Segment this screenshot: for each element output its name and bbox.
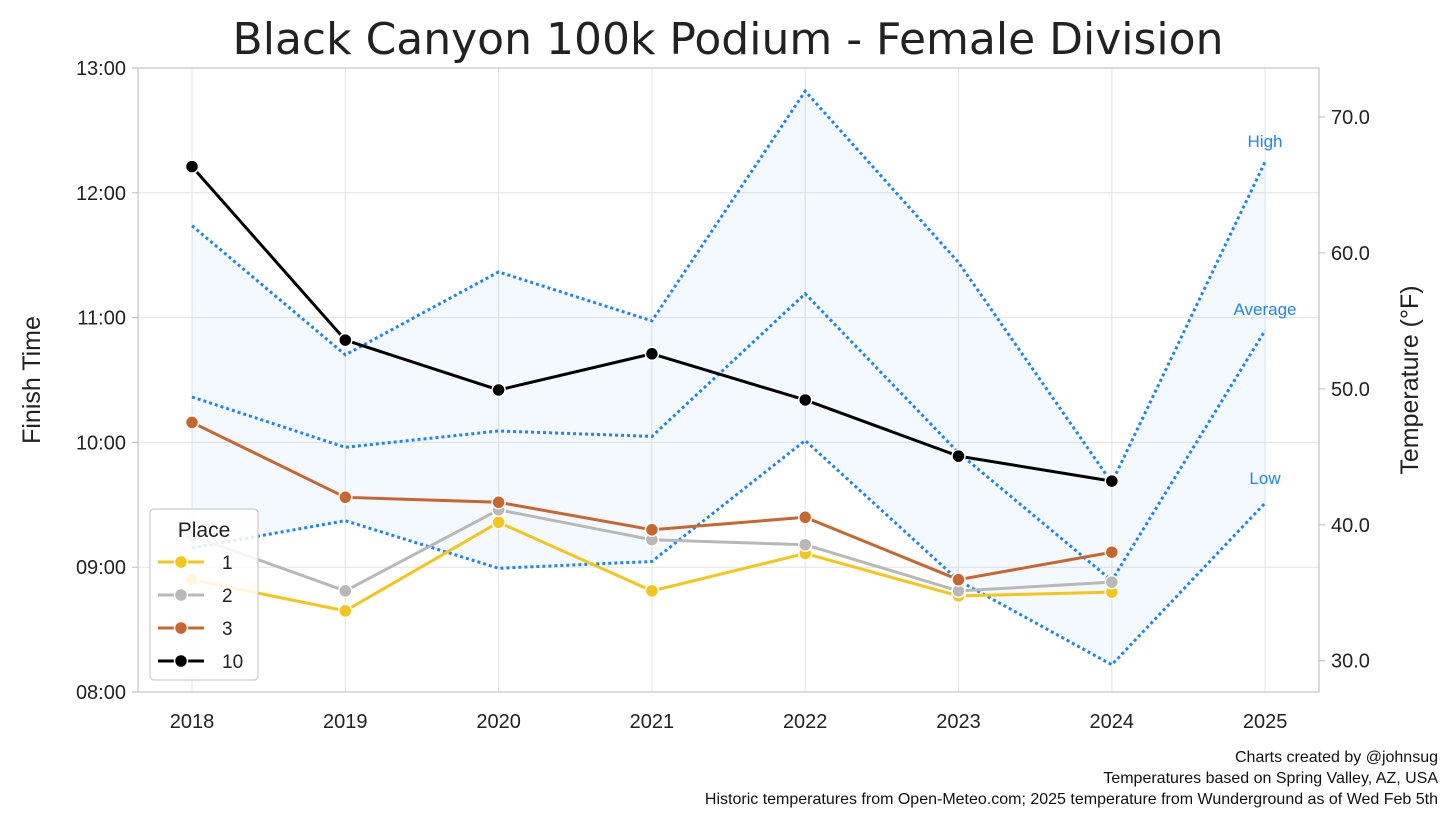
- temperature-high-line: [191, 88, 1267, 486]
- temperature-low-line: [191, 438, 1267, 667]
- axis-ticks: 2018 2019 2020 2021 2022 2023 2024 2025 08:00 09:…: [76, 58, 1370, 733]
- legend-label-place-10: 10: [222, 652, 243, 673]
- data-point-place-3: [1104, 544, 1120, 560]
- credit-line-3: Historic temperatures from Open-Meteo.co…: [705, 791, 1438, 808]
- legend-marker-place-10: [173, 653, 189, 669]
- data-point-place-1: [338, 603, 353, 619]
- y2-tick-label: 60.0: [1331, 243, 1370, 265]
- legend-title: Place: [178, 519, 231, 542]
- series-place-10: [184, 159, 1120, 489]
- data-point-place-10: [338, 332, 353, 348]
- temperature-lines: [191, 88, 1267, 667]
- data-point-place-3: [644, 522, 660, 538]
- legend: Place 1 2 3 10: [149, 508, 259, 681]
- x-tick-label: 2024: [1090, 711, 1135, 733]
- chart-title: Black Canyon 100k Podium - Female Divisi…: [233, 14, 1224, 65]
- legend-items: 1 2 3 10: [158, 553, 243, 673]
- y-tick-label: 11:00: [77, 308, 126, 330]
- y2-tick-label: 50.0: [1331, 379, 1370, 401]
- y-tick-label: 10:00: [76, 432, 126, 454]
- plot-frame: [137, 67, 1320, 693]
- data-point-place-10: [184, 159, 200, 174]
- legend-marker-place-1: [173, 554, 189, 570]
- temperature-average-line: [191, 291, 1267, 583]
- data-point-place-10: [1104, 473, 1120, 489]
- y-tick-label: 12:00: [76, 183, 126, 205]
- data-point-place-1: [644, 583, 660, 599]
- data-point-place-1: [491, 515, 506, 530]
- data-point-place-3: [184, 415, 200, 430]
- x-tick-label: 2022: [783, 711, 828, 733]
- data-point-place-3: [797, 510, 813, 525]
- x-tick-label: 2019: [323, 711, 368, 733]
- data-point-place-10: [951, 448, 966, 464]
- data-point-place-10: [644, 346, 660, 362]
- y2-axis-label: Temperature (°F): [1396, 285, 1424, 474]
- data-point-place-2: [1104, 574, 1120, 590]
- data-point-place-3: [491, 495, 506, 510]
- series-place-3: [184, 415, 1120, 587]
- y2-tick-label: 70.0: [1331, 107, 1370, 129]
- legend-marker-place-2: [173, 587, 189, 603]
- data-point-place-10: [491, 382, 506, 398]
- y-tick-label: 08:00: [76, 682, 126, 704]
- temp-label-low: Low: [1249, 469, 1281, 488]
- temp-label-average: Average: [1233, 300, 1296, 319]
- y2-tick-label: 40.0: [1331, 515, 1370, 537]
- x-tick-label: 2025: [1243, 711, 1288, 733]
- data-point-place-3: [951, 572, 966, 587]
- legend-label-place-3: 3: [222, 619, 233, 640]
- x-tick-label: 2021: [630, 711, 675, 733]
- temp-label-high: High: [1248, 132, 1283, 151]
- data-point-place-2: [338, 583, 353, 599]
- data-point-place-2: [797, 537, 813, 552]
- y2-tick-label: 30.0: [1331, 651, 1370, 673]
- x-tick-label: 2023: [936, 711, 981, 733]
- credit-line-1: Charts created by @johnsug: [1235, 749, 1438, 766]
- legend-label-place-1: 1: [222, 553, 233, 574]
- x-tick-label: 2020: [476, 711, 521, 733]
- data-point-place-3: [338, 490, 353, 505]
- x-tick-label: 2018: [170, 711, 215, 733]
- credit-line-2: Temperatures based on Spring Valley, AZ,…: [1103, 770, 1438, 787]
- y-axis-label: Finish Time: [18, 316, 46, 444]
- data-point-place-10: [797, 392, 813, 408]
- legend-marker-place-3: [173, 620, 189, 636]
- y-tick-label: 13:00: [76, 58, 126, 80]
- legend-label-place-2: 2: [222, 586, 233, 607]
- y-tick-label: 09:00: [76, 557, 126, 579]
